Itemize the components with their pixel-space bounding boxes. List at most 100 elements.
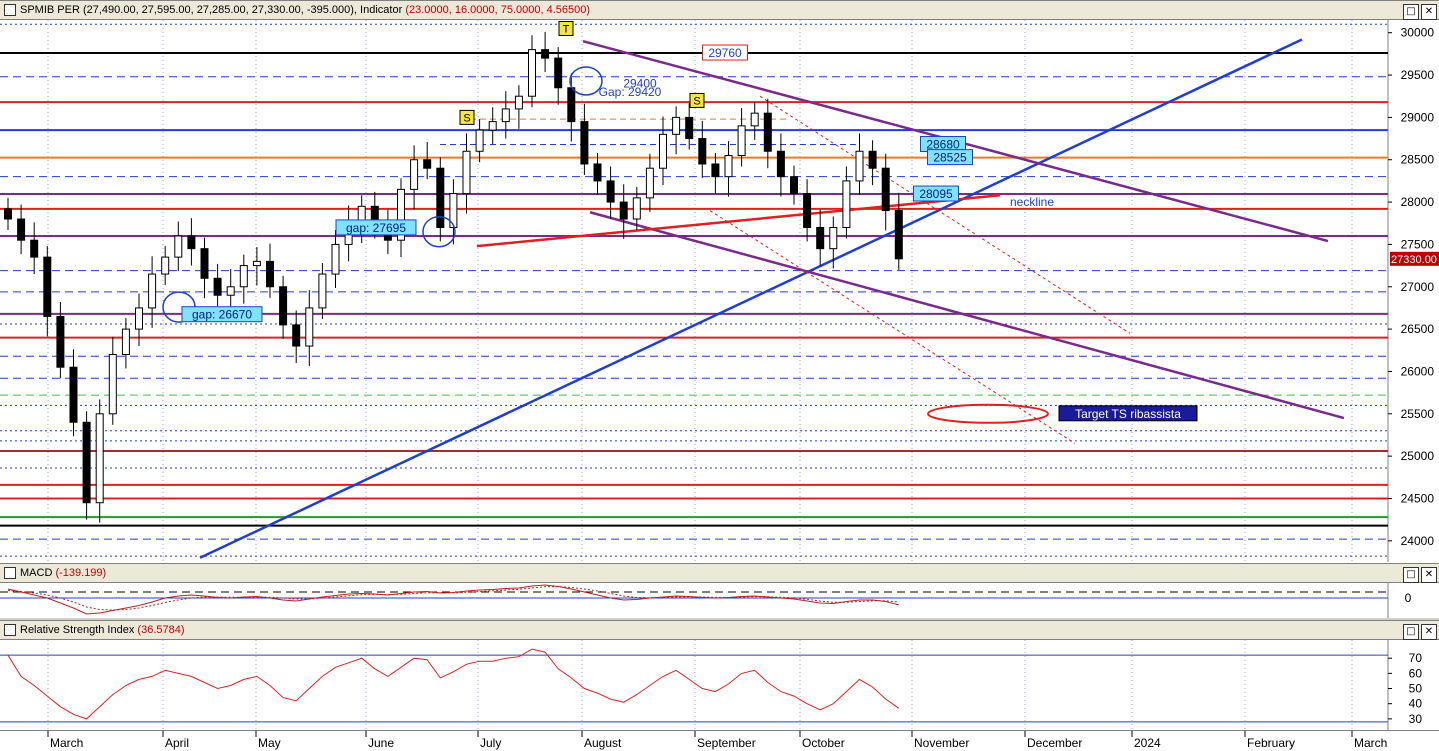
- restore-icon[interactable]: □: [1403, 4, 1419, 20]
- time-tick-label: March: [1354, 736, 1387, 750]
- price-tick-label: 28500: [1401, 153, 1435, 167]
- gap-circle: [569, 66, 603, 96]
- price-tick-label: 25500: [1401, 407, 1435, 421]
- candle-body: [776, 150, 785, 178]
- candle-body: [213, 277, 222, 296]
- candle-body: [750, 112, 759, 127]
- rsi-value: (36.5784): [137, 624, 185, 636]
- level-label: 28680: [926, 137, 960, 151]
- candle-body: [174, 235, 183, 258]
- macd-background: [0, 583, 1439, 618]
- target-label: Target TS ribassista: [1075, 407, 1181, 421]
- candle-body: [541, 49, 550, 59]
- candle-body: [881, 167, 890, 212]
- price-tick-label: 26500: [1401, 322, 1435, 336]
- candle-body: [279, 286, 288, 326]
- close-icon[interactable]: ✕: [1421, 567, 1437, 583]
- candle-body: [803, 193, 812, 228]
- pattern-marker: [459, 109, 475, 125]
- candle-body: [619, 201, 628, 220]
- rsi-tick-label: 70: [1409, 651, 1423, 665]
- candle-body: [554, 57, 563, 89]
- level-label: 28095: [919, 187, 953, 201]
- close-icon[interactable]: ✕: [1421, 624, 1437, 640]
- symbol-title: SPMIB PER: [20, 4, 80, 16]
- candle-body: [43, 256, 52, 317]
- candle-body: [135, 307, 143, 330]
- candle-body: [632, 197, 641, 220]
- candle-body: [4, 208, 12, 220]
- candle-body: [606, 180, 615, 203]
- rsi-pane: Relative Strength Index (36.5784) □ ✕ 70 6…: [0, 620, 1439, 731]
- candle-body: [737, 125, 746, 156]
- pattern-marker-label: T: [563, 23, 570, 35]
- price-tick-label: 29000: [1401, 110, 1435, 124]
- price-tick-label: 24500: [1401, 491, 1435, 505]
- candle-body: [69, 366, 78, 423]
- candle-body: [95, 413, 104, 504]
- candle-body: [148, 273, 157, 309]
- candle-body: [829, 226, 838, 250]
- close-icon[interactable]: ✕: [1421, 4, 1437, 20]
- level-label-box: [702, 44, 748, 61]
- candle-body: [462, 150, 471, 195]
- price-tick-label: 29500: [1401, 68, 1435, 82]
- restore-icon[interactable]: □: [1403, 567, 1419, 583]
- time-tick-label: June: [368, 736, 394, 750]
- price-tick-label: 24000: [1401, 534, 1435, 548]
- indicator-label: Indicator: [360, 4, 403, 16]
- rsi-tick-label: 30: [1409, 712, 1423, 726]
- rsi-title: Relative Strength Index: [20, 624, 135, 636]
- time-tick-label: October: [802, 736, 845, 750]
- level-label: 28525: [933, 151, 967, 165]
- price-chart[interactable]: 30000 29500 29000 28500 28000 27500 27000 26500…: [0, 20, 1439, 562]
- indicator-values: (23.0000, 16.0000, 75.0000, 4.56500): [405, 4, 591, 16]
- price-tick-label: 27000: [1401, 280, 1435, 294]
- time-tick-label: November: [914, 736, 969, 750]
- macd-tick-label: 0: [1405, 591, 1412, 605]
- restore-icon[interactable]: □: [1403, 624, 1419, 640]
- level-label-box: [335, 219, 417, 236]
- time-axis: March April May June July August September Octo…: [0, 730, 1439, 751]
- target-label-box: [1058, 405, 1198, 422]
- time-tick-label: May: [258, 736, 281, 750]
- candle-body: [475, 129, 484, 152]
- target-ellipse: [927, 403, 1049, 424]
- candle-body: [763, 112, 772, 152]
- rsi-background: [0, 640, 1439, 731]
- candle-body: [252, 260, 261, 267]
- macd-signal-line: [7, 586, 899, 611]
- plot-background: [0, 20, 1439, 562]
- annotation-label: neckline: [1010, 195, 1054, 209]
- price-tick-label: 28000: [1401, 195, 1435, 209]
- price-tick-label: 26000: [1401, 364, 1435, 378]
- time-tick-label: August: [584, 736, 622, 750]
- rsi-tick-label: 50: [1409, 682, 1423, 696]
- level-label-box: [927, 149, 973, 166]
- candle-body: [790, 176, 798, 195]
- rsi-tick-label: 60: [1409, 666, 1423, 680]
- level-label-box: [181, 306, 263, 323]
- candle-body: [292, 324, 301, 347]
- rsi-pane-titlebar: Relative Strength Index (36.5784) □ ✕: [0, 621, 1439, 640]
- pattern-marker: [558, 20, 574, 36]
- macd-pane: MACD (-139.199) □ ✕ 0: [0, 563, 1439, 618]
- level-label: gap: 26670: [192, 308, 252, 322]
- pattern-marker-label: S: [693, 95, 700, 107]
- time-tick-label: September: [697, 736, 756, 750]
- candle-body: [108, 354, 117, 415]
- candle-body: [816, 226, 825, 250]
- candle-body: [580, 121, 589, 165]
- candle-body: [239, 265, 248, 288]
- candle-body: [82, 421, 91, 504]
- time-tick-label: March: [50, 736, 83, 750]
- level-label-box: [913, 185, 959, 202]
- last-price-label: 27330.00: [1391, 254, 1437, 266]
- candle-body: [672, 116, 681, 135]
- rsi-tick-label: 40: [1409, 697, 1423, 711]
- rsi-line: [7, 648, 900, 720]
- macd-chart[interactable]: 0: [0, 583, 1439, 618]
- candle-body: [30, 239, 39, 258]
- candle-body: [410, 159, 419, 190]
